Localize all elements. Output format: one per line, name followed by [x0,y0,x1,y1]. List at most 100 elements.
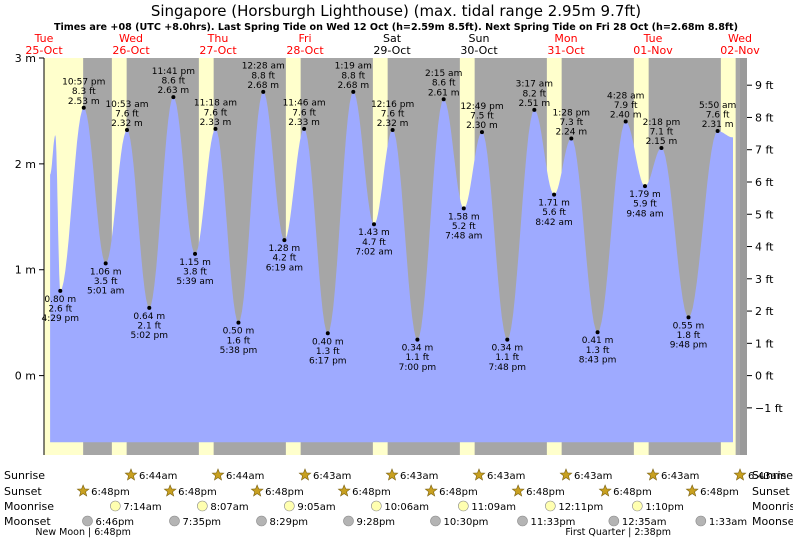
moonset-time: 12:35am [622,517,667,528]
moonrise-icon [545,500,556,512]
moonset-time: 7:35pm [183,517,222,528]
left-tick-label: 1 m [15,264,36,277]
sun-icon [163,484,177,497]
low-tide-point [642,184,647,189]
high-tide-label: 10:57 pm [62,78,105,88]
moonrise-icon [458,500,469,512]
moonset-icon [430,515,441,527]
high-tide-point [302,126,307,131]
day-date: 30-Oct [460,44,498,57]
row-label-right: Sunrise [752,469,793,482]
day-name: Tue [34,32,54,45]
day-date: 29-Oct [373,44,411,57]
high-tide-label: 8.2 ft [522,89,546,99]
low-tide-label: 7:00 pm [399,363,437,373]
right-tick-label: 5 ft [755,208,774,221]
sun-time: 6:43am [313,471,351,482]
moonrise-time: 12:11pm [558,502,603,513]
high-tide-label: 11:18 am [194,99,237,109]
high-tide-point [171,95,176,100]
sun-icon [472,468,486,481]
moonset-icon [82,515,93,527]
low-tide-point [103,261,108,266]
high-tide-label: 12:28 am [242,62,285,72]
high-tide-point [390,127,395,132]
chart-subtitle: Times are +08 (UTC +8.0hrs). Last Spring… [54,22,738,33]
high-tide-label: 11:46 am [283,99,326,109]
low-tide-label: 3.5 ft [94,277,118,287]
low-tide-label: 0.34 m [402,344,434,354]
sun-icon [685,484,699,497]
low-tide-point [282,238,287,243]
high-tide-label: 2.30 m [466,121,498,131]
high-tide-label: 12:49 pm [460,102,503,112]
moonrise-time: 10:06am [384,502,429,513]
row-label-left: Moonrise [4,500,54,513]
low-tide-point [552,192,557,197]
sun-time: 6:44am [226,471,264,482]
moonrise-time: 8:07am [210,502,248,513]
low-tide-label: 9:48 pm [670,341,708,351]
moonset-time: 8:29pm [270,517,309,528]
low-tide-label: 0.40 m [312,337,344,347]
moonset-icon [343,515,354,527]
moonset-icon [256,515,267,527]
row-label-right: Moonset [752,515,793,528]
low-tide-label: 0.64 m [133,312,165,322]
high-tide-point [623,119,628,124]
low-tide-label: 2.1 ft [137,321,161,331]
sun-icon [559,468,573,481]
right-tick-label: 6 ft [755,176,774,189]
sun-icon [511,484,525,497]
day-name: Sun [469,32,490,45]
low-tide-label: 5:38 pm [220,346,258,356]
high-tide-label: 2:15 am [425,69,462,79]
low-tide-label: 5:02 pm [130,331,168,341]
high-tide-label: 8.3 ft [72,87,96,97]
high-tide-label: 2.32 m [111,119,143,129]
low-tide-point [595,330,600,335]
high-tide-label: 2.33 m [288,118,320,128]
moonrise-time: 7:14am [123,502,161,513]
low-tide-label: 5:01 am [87,287,124,297]
tide-extremes: 0.80 m2.6 ft4:29 pm 10:57 pm8.3 ft2.53 m 1… [41,62,736,373]
moonrise-icon [110,500,121,512]
high-tide-label: 2.51 m [518,99,550,109]
row-label-right: Sunset [752,485,790,498]
low-tide-label: 8:42 am [535,218,572,228]
sun-time: 6:43am [574,471,612,482]
high-tide-label: 5:50 am [699,101,736,111]
high-tide-label: 2.15 m [646,137,678,147]
sun-time: 6:48pm [178,487,217,498]
low-tide-label: 1.15 m [179,258,211,268]
axes: Singapore (Horsburgh Lighthouse) (max. t… [15,2,783,455]
moonrise-time: 1:10pm [645,502,684,513]
moonset-time: 10:30pm [444,517,489,528]
sun-time: 6:48pm [91,487,130,498]
moonset-time: 9:28pm [357,517,396,528]
right-tick-label: 3 ft [755,273,774,286]
high-tide-label: 2.33 m [200,118,232,128]
sun-time: 6:48pm [700,487,739,498]
low-tide-label: 0.41 m [582,336,614,346]
night-band [735,58,740,455]
low-tide-label: 4:29 pm [41,314,79,324]
low-tide-label: 1.1 ft [406,353,430,363]
high-tide-label: 7.5 ft [470,112,494,122]
right-axis-bar [740,58,747,455]
left-tick-label: 2 m [15,158,36,171]
day-name: Mon [554,32,577,45]
row-label-left: Sunset [4,485,42,498]
high-tide-label: 7.6 ft [706,110,730,120]
sun-time: 6:43am [400,471,438,482]
day-name: Wed [728,32,752,45]
low-tide-label: 0.80 m [44,295,76,305]
right-tick-label: 8 ft [755,111,774,124]
low-tide-point [58,288,63,293]
sun-icon [298,468,312,481]
day-date: 28-Oct [286,44,324,57]
sun-icon [424,484,438,497]
high-tide-label: 7.1 ft [650,127,674,137]
